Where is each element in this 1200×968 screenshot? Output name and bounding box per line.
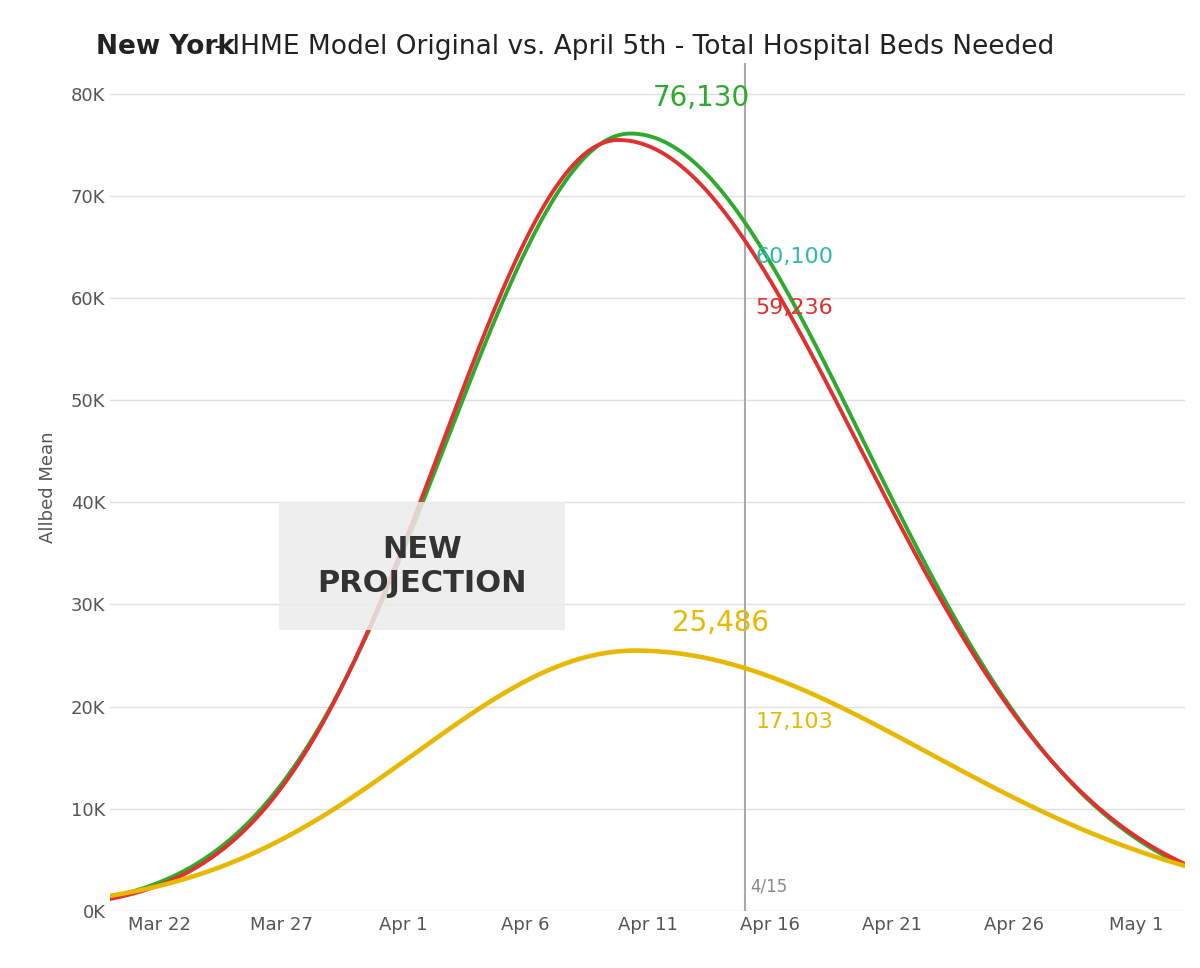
Text: - IHME Model Original vs. April 5th - Total Hospital Beds Needed: - IHME Model Original vs. April 5th - To… <box>206 34 1055 60</box>
Text: 76,130: 76,130 <box>653 84 750 112</box>
Text: NEW
PROJECTION: NEW PROJECTION <box>317 535 527 597</box>
Text: 17,103: 17,103 <box>755 711 833 732</box>
Text: 4/15: 4/15 <box>750 877 787 895</box>
Text: New York: New York <box>96 34 235 60</box>
Text: 59,236: 59,236 <box>755 298 833 318</box>
FancyBboxPatch shape <box>278 502 564 630</box>
Y-axis label: Allbed Mean: Allbed Mean <box>38 432 58 543</box>
Text: 25,486: 25,486 <box>672 609 769 637</box>
Text: 60,100: 60,100 <box>755 248 833 267</box>
